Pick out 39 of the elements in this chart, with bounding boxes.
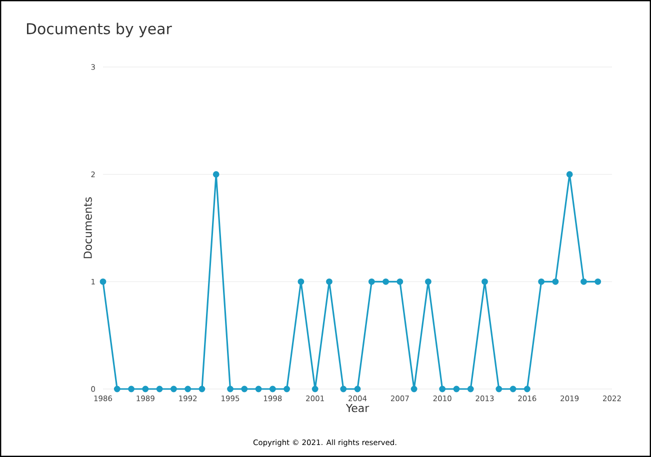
point [524,386,530,392]
point [269,386,276,392]
point [538,278,545,285]
point [100,278,106,285]
point [156,386,163,392]
point [298,278,304,285]
point [396,278,404,285]
point [255,386,262,392]
point [354,386,361,392]
point [227,386,234,392]
point [284,386,290,392]
point [340,386,347,392]
point [580,278,587,285]
point [510,386,516,392]
point [425,278,432,285]
point [382,278,389,285]
y-axis-title: Documents [84,197,92,258]
point [212,171,220,178]
point [594,278,602,285]
point [241,386,248,392]
point [439,386,446,392]
point [326,278,332,285]
chart-title: Documents by year [26,22,172,38]
point [566,171,573,178]
point [198,386,206,392]
point [496,386,502,392]
point [184,386,192,392]
point [552,278,559,285]
point [142,386,149,392]
point [170,386,177,392]
point [467,386,474,392]
point [453,386,460,392]
point [312,386,318,392]
point [114,386,120,392]
point [368,278,375,285]
point [128,386,134,392]
point [482,278,488,285]
point [410,386,418,392]
x-axis-title: Year [346,404,370,412]
